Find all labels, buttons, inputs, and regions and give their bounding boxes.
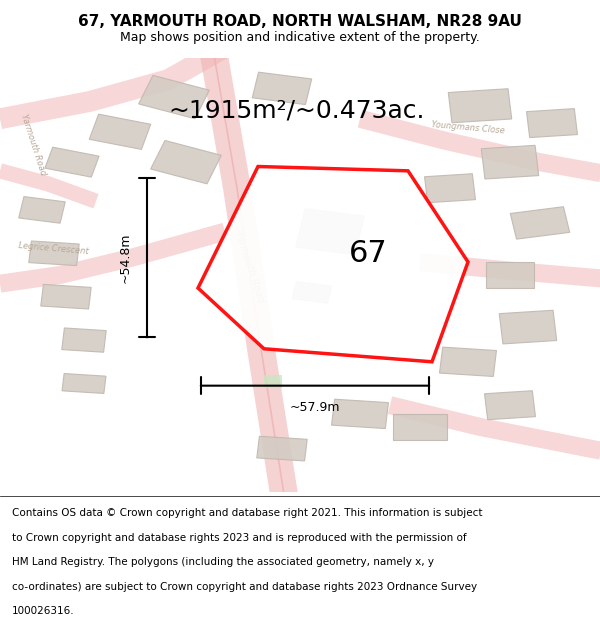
Polygon shape: [62, 374, 106, 394]
Polygon shape: [499, 310, 557, 344]
Polygon shape: [481, 146, 539, 179]
Text: Youngmans Close: Youngmans Close: [431, 120, 505, 135]
Polygon shape: [292, 281, 332, 303]
Text: Map shows position and indicative extent of the property.: Map shows position and indicative extent…: [120, 31, 480, 44]
Polygon shape: [527, 109, 577, 138]
Text: Yarmouth Road: Yarmouth Road: [19, 113, 47, 177]
Text: 100026316.: 100026316.: [12, 606, 74, 616]
Text: ~57.9m: ~57.9m: [290, 401, 340, 414]
Polygon shape: [198, 166, 468, 362]
Polygon shape: [41, 284, 91, 309]
Text: Contains OS data © Crown copyright and database right 2021. This information is : Contains OS data © Crown copyright and d…: [12, 508, 482, 518]
Polygon shape: [264, 375, 282, 388]
Text: 67: 67: [349, 239, 388, 268]
Polygon shape: [296, 209, 364, 254]
Polygon shape: [440, 347, 496, 376]
Polygon shape: [425, 174, 475, 203]
Text: co-ordinates) are subject to Crown copyright and database rights 2023 Ordnance S: co-ordinates) are subject to Crown copyr…: [12, 582, 477, 592]
Polygon shape: [252, 72, 312, 104]
Polygon shape: [257, 436, 307, 461]
Polygon shape: [448, 89, 512, 122]
Text: HM Land Registry. The polygons (including the associated geometry, namely x, y: HM Land Registry. The polygons (includin…: [12, 557, 434, 567]
Text: ~54.8m: ~54.8m: [119, 232, 132, 283]
Polygon shape: [151, 141, 221, 184]
Polygon shape: [485, 391, 535, 419]
Text: ~1915m²/~0.473ac.: ~1915m²/~0.473ac.: [168, 98, 425, 122]
Polygon shape: [393, 414, 447, 440]
Polygon shape: [19, 197, 65, 223]
Polygon shape: [139, 76, 209, 119]
Polygon shape: [89, 114, 151, 149]
Text: Legrice Crescent: Legrice Crescent: [19, 241, 89, 256]
Polygon shape: [510, 207, 570, 239]
Polygon shape: [332, 399, 388, 429]
Text: Yarmouth Road: Yarmouth Road: [233, 229, 265, 304]
Polygon shape: [45, 147, 99, 177]
Text: to Crown copyright and database rights 2023 and is reproduced with the permissio: to Crown copyright and database rights 2…: [12, 532, 467, 542]
Polygon shape: [62, 328, 106, 352]
Polygon shape: [29, 241, 79, 266]
Text: 67, YARMOUTH ROAD, NORTH WALSHAM, NR28 9AU: 67, YARMOUTH ROAD, NORTH WALSHAM, NR28 9…: [78, 14, 522, 29]
Polygon shape: [486, 262, 534, 288]
